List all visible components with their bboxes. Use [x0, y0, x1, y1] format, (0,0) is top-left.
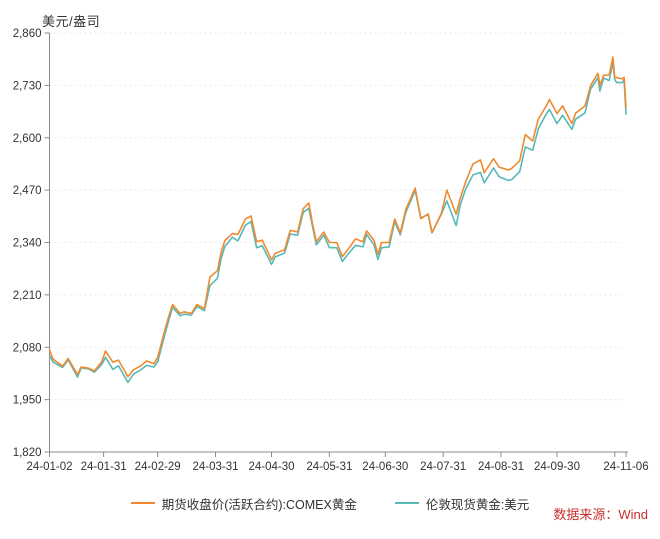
y-tick-label: 2,210: [13, 290, 42, 302]
x-tick-label: 24-07-31: [420, 461, 466, 473]
y-tick-label: 2,730: [13, 80, 42, 92]
x-tick-label: 24-09-30: [534, 461, 580, 473]
comex-futures-series-line: [48, 56, 627, 378]
x-tick-label: 24-04-30: [248, 461, 294, 473]
legend-item-london-spot: 伦敦现货黄金:美元: [394, 494, 530, 513]
y-tick-label: 2,600: [13, 133, 42, 145]
y-tick-label: 2,340: [13, 238, 42, 250]
legend-item-comex-futures: 期货收盘价(活跃合约):COMEX黄金: [130, 494, 357, 513]
y-tick-label: 2,080: [13, 342, 42, 354]
y-axis-unit-label: 美元/盎司: [42, 14, 101, 29]
x-tick-label: 24-05-31: [306, 461, 352, 473]
x-tick-label: 24-11-06: [603, 461, 648, 473]
london-spot-line-swatch: [394, 502, 419, 504]
y-tick-label: 2,470: [13, 185, 42, 197]
x-tick-label: 24-08-31: [478, 461, 524, 473]
x-tick-label: 24-01-02: [26, 461, 72, 473]
comex-futures-line-swatch: [130, 502, 155, 504]
comex-futures-legend-label: 期货收盘价(活跃合约):COMEX黄金: [161, 497, 357, 512]
x-tick-label: 24-06-30: [362, 461, 408, 473]
london-spot-legend-label: 伦敦现货黄金:美元: [425, 497, 530, 512]
y-tick-label: 1,820: [13, 447, 42, 459]
y-tick-label: 2,860: [13, 28, 42, 40]
x-tick-label: 24-03-31: [193, 461, 239, 473]
data-source-label: 数据来源：Wind: [553, 507, 648, 522]
y-tick-label: 1,950: [13, 395, 42, 407]
x-tick-label: 24-01-31: [81, 461, 127, 473]
legend: 期货收盘价(活跃合约):COMEX黄金 伦敦现货黄金:美元: [0, 494, 660, 512]
london-spot-series-line: [48, 61, 627, 384]
x-tick-label: 24-02-29: [135, 461, 181, 473]
